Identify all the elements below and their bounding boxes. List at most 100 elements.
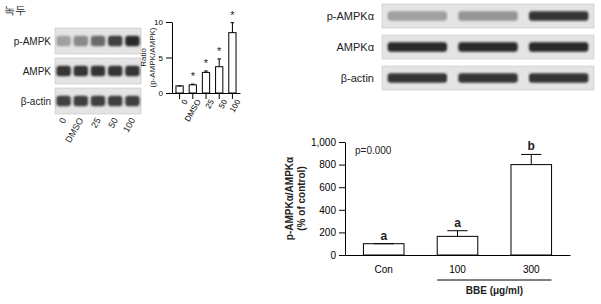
x-tick-label: Con <box>375 264 393 275</box>
blot-band <box>388 11 447 21</box>
blot-lane-label: DMSO <box>63 116 85 144</box>
y-tick-mark <box>339 165 345 166</box>
x-tick: 100 <box>449 255 466 275</box>
blot-row-label: AMPKα <box>336 41 374 53</box>
blot-band <box>108 66 122 76</box>
bar <box>229 33 236 93</box>
blot-band <box>56 96 70 106</box>
error-bar <box>204 71 208 72</box>
x-tick: 25 <box>204 93 217 110</box>
x-tick-mark <box>232 93 233 99</box>
y-tick-mark <box>166 93 172 94</box>
y-axis: 0 200 400 600 800 1,000 <box>311 137 346 261</box>
error-bar <box>231 23 235 33</box>
bar <box>216 67 223 93</box>
y-tick-label: 5 <box>159 54 164 63</box>
blot-band <box>56 36 70 46</box>
x-tick: DMSO <box>183 93 203 123</box>
blot-row-label: β-actin <box>21 96 51 107</box>
error-bar <box>217 59 221 67</box>
significance-label: * <box>204 57 209 69</box>
y-tick-label: 1,000 <box>311 137 336 148</box>
annotation: p=0.000 <box>355 145 392 156</box>
bar <box>189 85 196 93</box>
x-tick-label: 300 <box>523 264 540 275</box>
blot-strip <box>382 4 594 28</box>
significance-label: * <box>217 45 222 57</box>
blot-band <box>529 42 588 52</box>
x-tick: Con <box>375 255 393 275</box>
y-axis-line <box>345 143 346 256</box>
x-tick: 300 <box>523 255 540 275</box>
y-tick-label: 10 <box>154 18 163 27</box>
x-tick-label: 100 <box>228 98 243 115</box>
y-tick-mark <box>339 210 345 211</box>
y-tick-label: 800 <box>319 159 336 170</box>
blot: p-AMPKAMPKβ-actin0DMSO2550100 <box>14 28 141 144</box>
y-tick-mark <box>166 58 172 59</box>
blot-band <box>108 36 122 46</box>
panel-title: 녹두 <box>4 4 26 16</box>
blot-strip <box>382 35 594 59</box>
y-tick-label: 600 <box>319 182 336 193</box>
y-tick: 200 <box>319 227 345 238</box>
blot-strip <box>55 58 141 84</box>
x-tick: 100 <box>228 93 243 114</box>
x-tick-label: 25 <box>204 98 217 111</box>
blot-band <box>108 96 122 106</box>
error-bar <box>374 243 394 244</box>
y-axis-line <box>172 23 173 94</box>
blot: p-AMPKα AMPKα β-actin <box>327 4 594 90</box>
blot-lane-label: 50 <box>106 116 120 130</box>
y-tick: 1,000 <box>311 137 345 148</box>
blot-row-label: p-AMPK <box>14 36 52 47</box>
blot-band <box>125 96 139 106</box>
x-axis: 0DMSO2550100 <box>173 93 243 123</box>
y-tick-label: 0 <box>159 89 164 98</box>
y-tick: 5 <box>159 54 172 63</box>
blot-row-label: β-actin <box>341 72 374 84</box>
y-tick-mark <box>339 232 345 233</box>
bar <box>511 165 552 255</box>
blot-band <box>458 42 517 52</box>
blot-band <box>388 73 447 83</box>
y-tick-label: 0 <box>330 250 336 261</box>
x-axis: Con 100 300 <box>346 255 571 275</box>
x-tick-mark <box>179 93 180 99</box>
error-bar <box>191 84 195 86</box>
bar <box>363 244 404 255</box>
figure: 녹두p-AMPKAMPKβ-actin0DMSO255010005100DMSO… <box>0 0 601 304</box>
significance-label: * <box>230 9 235 21</box>
x-tick-mark <box>219 93 220 99</box>
error-bar <box>447 231 467 237</box>
y-tick: 800 <box>319 159 345 170</box>
blot-band <box>458 11 517 21</box>
y-tick: 0 <box>159 89 172 98</box>
y-tick: 10 <box>154 18 172 27</box>
error-bar <box>521 154 541 164</box>
blot-band <box>91 96 105 106</box>
blot-band <box>125 36 139 46</box>
x-tick: 0 <box>180 93 190 106</box>
blot-band <box>125 66 139 76</box>
blot-strip <box>382 66 594 90</box>
panel: p-AMPKα AMPKα β-actin 0 200 400 600 800 1,000 Con… <box>284 4 594 296</box>
blot-band <box>458 73 517 83</box>
y-tick-mark <box>339 255 345 256</box>
x-tick-label: 100 <box>449 264 466 275</box>
blot-lane-label: 100 <box>121 116 137 134</box>
y-axis-title: p-AMPKα/AMPKα(% of control) <box>284 156 307 240</box>
error-bar <box>178 85 182 86</box>
blot-row-label: p-AMPKα <box>327 10 375 22</box>
blot-band <box>529 73 588 83</box>
blot-strip <box>55 88 141 114</box>
x-label-bracket <box>437 280 551 281</box>
blot-row-label: AMPK <box>23 66 52 77</box>
blot-lane-label: 0 <box>57 116 68 125</box>
y-axis-title: Ratio(p-AMPK/AMPK) <box>139 27 157 87</box>
x-tick: 50 <box>217 93 230 110</box>
significance-label: * <box>191 70 196 82</box>
y-tick: 400 <box>319 205 345 216</box>
x-tick-label: DMSO <box>183 98 203 123</box>
y-tick: 600 <box>319 182 345 193</box>
